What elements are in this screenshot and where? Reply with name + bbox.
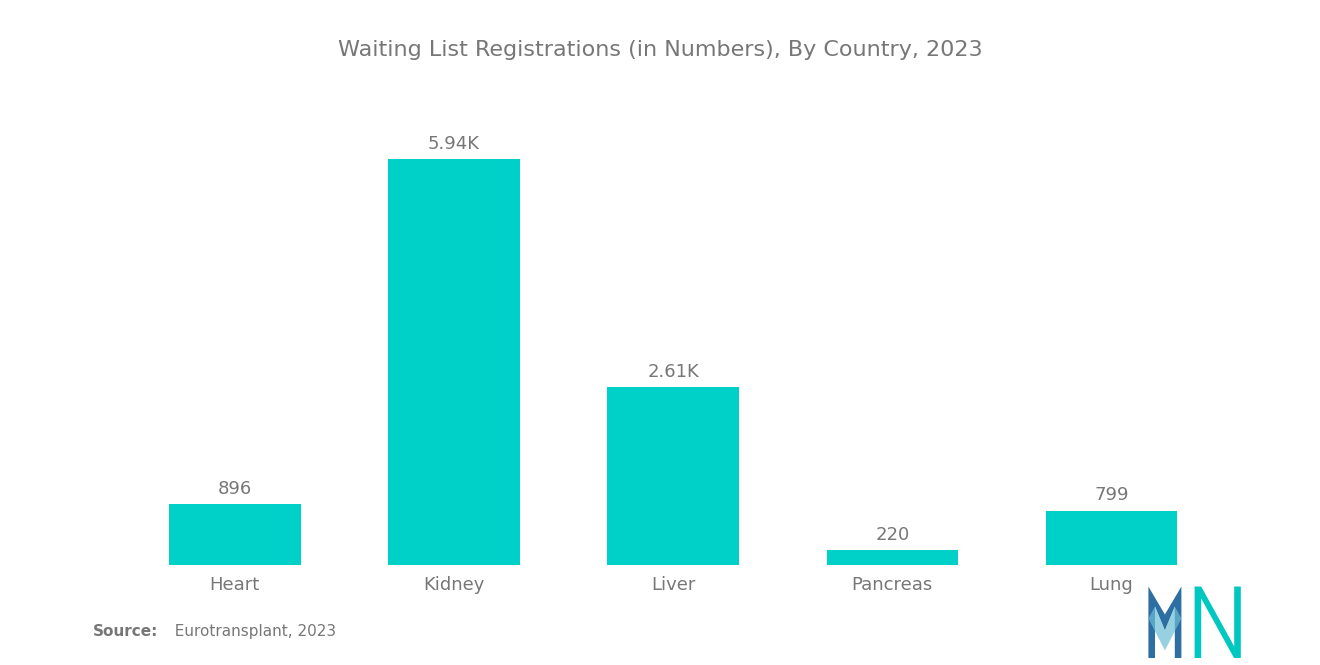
Text: 2.61K: 2.61K — [647, 362, 700, 380]
Bar — [826, 550, 958, 565]
Bar — [169, 504, 301, 565]
Text: 896: 896 — [218, 480, 252, 498]
Text: Eurotransplant, 2023: Eurotransplant, 2023 — [165, 624, 337, 639]
Text: Source:: Source: — [92, 624, 158, 639]
Polygon shape — [1195, 587, 1241, 658]
Text: 5.94K: 5.94K — [428, 135, 480, 153]
Text: 220: 220 — [875, 526, 909, 544]
Text: Waiting List Registrations (in Numbers), By Country, 2023: Waiting List Registrations (in Numbers),… — [338, 40, 982, 60]
Polygon shape — [1148, 587, 1181, 658]
Bar — [1045, 511, 1177, 565]
Text: 799: 799 — [1094, 486, 1129, 505]
Polygon shape — [1148, 606, 1181, 650]
Bar — [607, 387, 739, 565]
Bar — [388, 159, 520, 565]
